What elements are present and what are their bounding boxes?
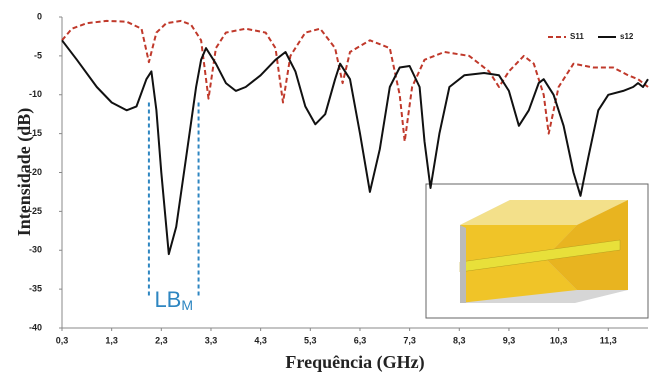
x-tick-label: 1,3 [105, 335, 118, 345]
x-tick-label: 6,3 [354, 335, 367, 345]
y-tick-label: -20 [29, 167, 42, 177]
legend-label: s12 [620, 32, 634, 41]
y-tick-label: -30 [29, 245, 42, 255]
series-line [62, 21, 648, 141]
x-tick-label: 5,3 [304, 335, 317, 345]
x-tick-label: 2,3 [155, 335, 168, 345]
x-tick-label: 11,3 [600, 335, 617, 345]
band-label: LBM [154, 287, 193, 313]
x-tick-label: 3,3 [205, 335, 218, 345]
y-tick-label: -10 [29, 89, 42, 99]
y-tick-label: -5 [34, 50, 42, 60]
y-tick-label: -25 [29, 206, 42, 216]
chart: Frequência (GHz) Intensidade (dB) 0-5-10… [0, 0, 662, 379]
x-tick-label: 7,3 [403, 335, 416, 345]
inset-image [426, 184, 648, 318]
x-tick-label: 4,3 [254, 335, 267, 345]
x-tick-label: 0,3 [56, 335, 69, 345]
x-tick-label: 8,3 [453, 335, 466, 345]
y-tick-label: -40 [29, 322, 42, 332]
band-label-main: LB [154, 287, 181, 312]
legend-label: S11 [570, 32, 584, 41]
x-axis-title: Frequência (GHz) [285, 352, 424, 373]
y-tick-label: 0 [37, 11, 42, 21]
x-tick-label: 9,3 [503, 335, 516, 345]
band-label-sub: M [181, 297, 193, 313]
y-tick-label: -35 [29, 284, 42, 294]
x-tick-label: 10,3 [550, 335, 568, 345]
y-tick-label: -15 [29, 128, 42, 138]
